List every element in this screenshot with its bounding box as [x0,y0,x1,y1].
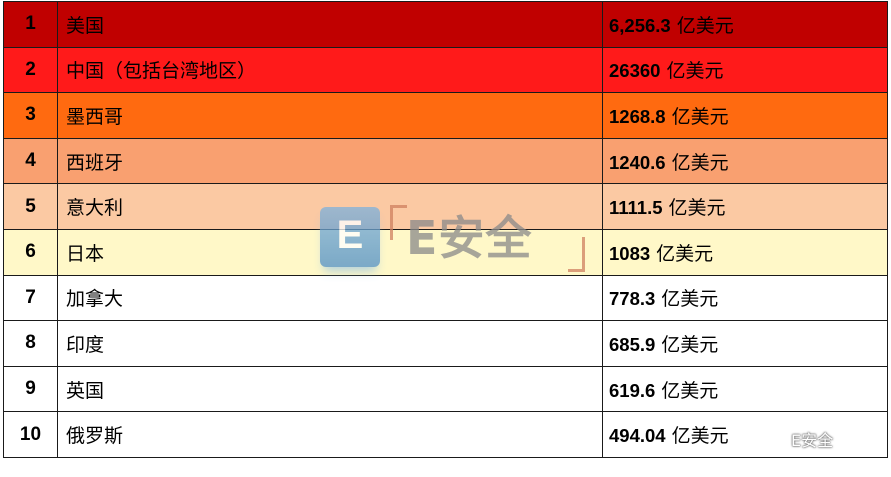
value-number: 778.3 [609,288,656,310]
value-number: 1111.5 [609,197,663,219]
value-unit: 亿美元 [661,333,719,356]
country-cell: 中国（包括台湾地区） [57,46,603,94]
country-cell: 英国 [57,365,603,413]
country-cell: 墨西哥 [57,92,603,139]
value-number: 685.9 [609,333,656,355]
ranking-table-body: 1 美国 6,256.3 亿美元 2 中国（包括台湾地区） 26360 亿美元 3 墨西哥 1268… [3,1,888,458]
value-number: 1083 [609,242,651,264]
value-number: 1268.8 [609,105,666,127]
rank-cell: 1 [3,1,58,48]
table-row: 10 俄罗斯 494.04 亿美元 [3,411,888,458]
table-row: 1 美国 6,256.3 亿美元 [3,1,888,48]
table-row: 3 墨西哥 1268.8 亿美元 [3,92,888,139]
rank-cell: 6 [3,228,58,276]
country-cell: 意大利 [57,183,603,230]
table-row: 2 中国（包括台湾地区） 26360 亿美元 [3,46,888,94]
table-row: 4 西班牙 1240.6 亿美元 [3,137,888,185]
value-cell: 1083 亿美元 [602,228,888,276]
country-cell: 西班牙 [57,137,603,185]
rank-cell: 10 [3,411,58,458]
rank-cell: 9 [3,365,58,413]
value-cell: 778.3 亿美元 [602,274,888,322]
value-unit: 亿美元 [666,60,724,83]
value-cell: 1240.6 亿美元 [602,137,888,185]
country-cell: 日本 [57,228,603,276]
rank-cell: 2 [3,46,58,94]
table-row: 7 加拿大 778.3 亿美元 [3,274,888,322]
rank-cell: 5 [3,183,58,230]
country-cell: 印度 [57,320,603,367]
ranking-table: 1 美国 6,256.3 亿美元 2 中国（包括台湾地区） 26360 亿美元 3 墨西哥 1268… [3,1,888,458]
country-cell: 俄罗斯 [57,411,603,458]
value-number: 26360 [609,60,661,82]
rank-cell: 4 [3,137,58,185]
value-number: 1240.6 [609,151,666,173]
table-row: 6 日本 1083 亿美元 [3,228,888,276]
value-number: 494.04 [609,425,666,447]
rank-cell: 3 [3,92,58,139]
value-unit: 亿美元 [661,379,719,402]
table-row: 9 英国 619.6 亿美元 [3,365,888,413]
value-unit: 亿美元 [671,425,729,448]
value-unit: 亿美元 [676,14,734,37]
value-unit: 亿美元 [671,151,729,174]
value-unit: 亿美元 [661,288,719,311]
value-cell: 1268.8 亿美元 [602,92,888,139]
value-number: 6,256.3 [609,14,671,36]
country-cell: 美国 [57,1,603,48]
value-cell: 6,256.3 亿美元 [602,1,888,48]
value-number: 619.6 [609,379,656,401]
country-cell: 加拿大 [57,274,603,322]
value-cell: 26360 亿美元 [602,46,888,94]
value-unit: 亿美元 [656,242,714,265]
value-cell: 1111.5 亿美元 [602,183,888,230]
table-row: 8 印度 685.9 亿美元 [3,320,888,367]
table-row: 5 意大利 1111.5 亿美元 [3,183,888,230]
rank-cell: 7 [3,274,58,322]
value-cell: 685.9 亿美元 [602,320,888,367]
value-cell: 619.6 亿美元 [602,365,888,413]
rank-cell: 8 [3,320,58,367]
value-unit: 亿美元 [668,197,726,220]
value-unit: 亿美元 [671,105,729,128]
value-cell: 494.04 亿美元 [602,411,888,458]
